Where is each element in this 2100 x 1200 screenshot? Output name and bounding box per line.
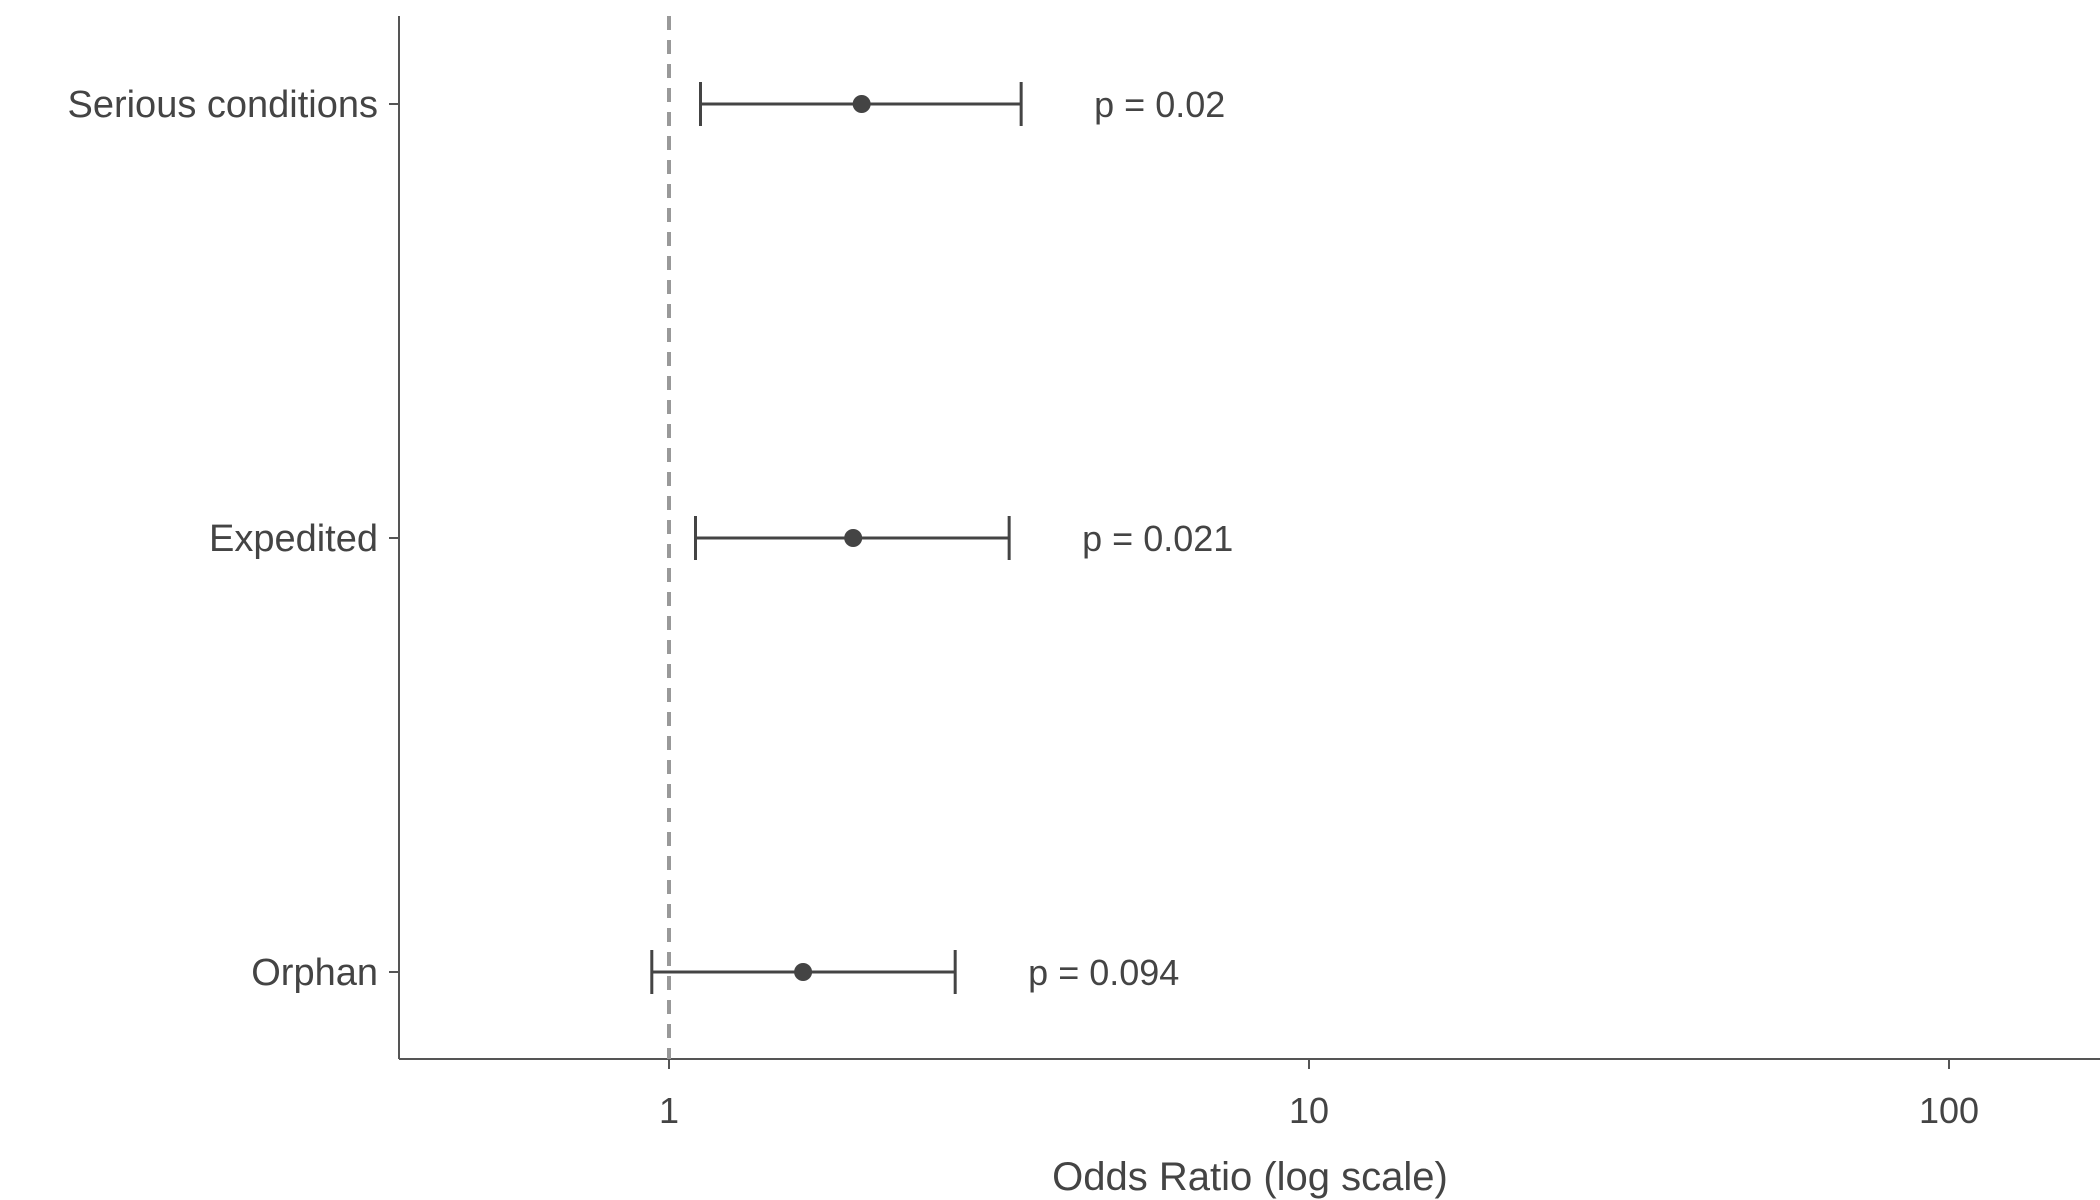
odds-ratio-point [852,95,871,113]
y-tick-label: Serious conditions [67,84,378,126]
forest-rows: Serious conditions p = 0.02 Expedited p = 0… [67,82,1233,994]
forest-row: Orphan p = 0.094 [251,950,1179,994]
x-tick-label-0: 1 [659,1090,679,1131]
odds-ratio-point [844,529,863,547]
p-value-label: p = 0.02 [1094,84,1225,125]
y-tick-label: Expedited [209,518,378,560]
x-tick-label-2: 100 [1919,1090,1979,1131]
forest-row: Serious conditions p = 0.02 [67,82,1225,126]
x-axis-title: Odds Ratio (log scale) [1052,1155,1448,1199]
odds-ratio-point [794,963,813,981]
p-value-label: p = 0.094 [1028,952,1179,993]
x-tick-label-1: 10 [1289,1090,1329,1131]
forest-row: Expedited p = 0.021 [209,516,1233,560]
y-tick-label: Orphan [251,952,378,994]
x-axis-ticks: 1 10 100 [659,1059,1979,1131]
p-value-label: p = 0.021 [1082,518,1233,559]
